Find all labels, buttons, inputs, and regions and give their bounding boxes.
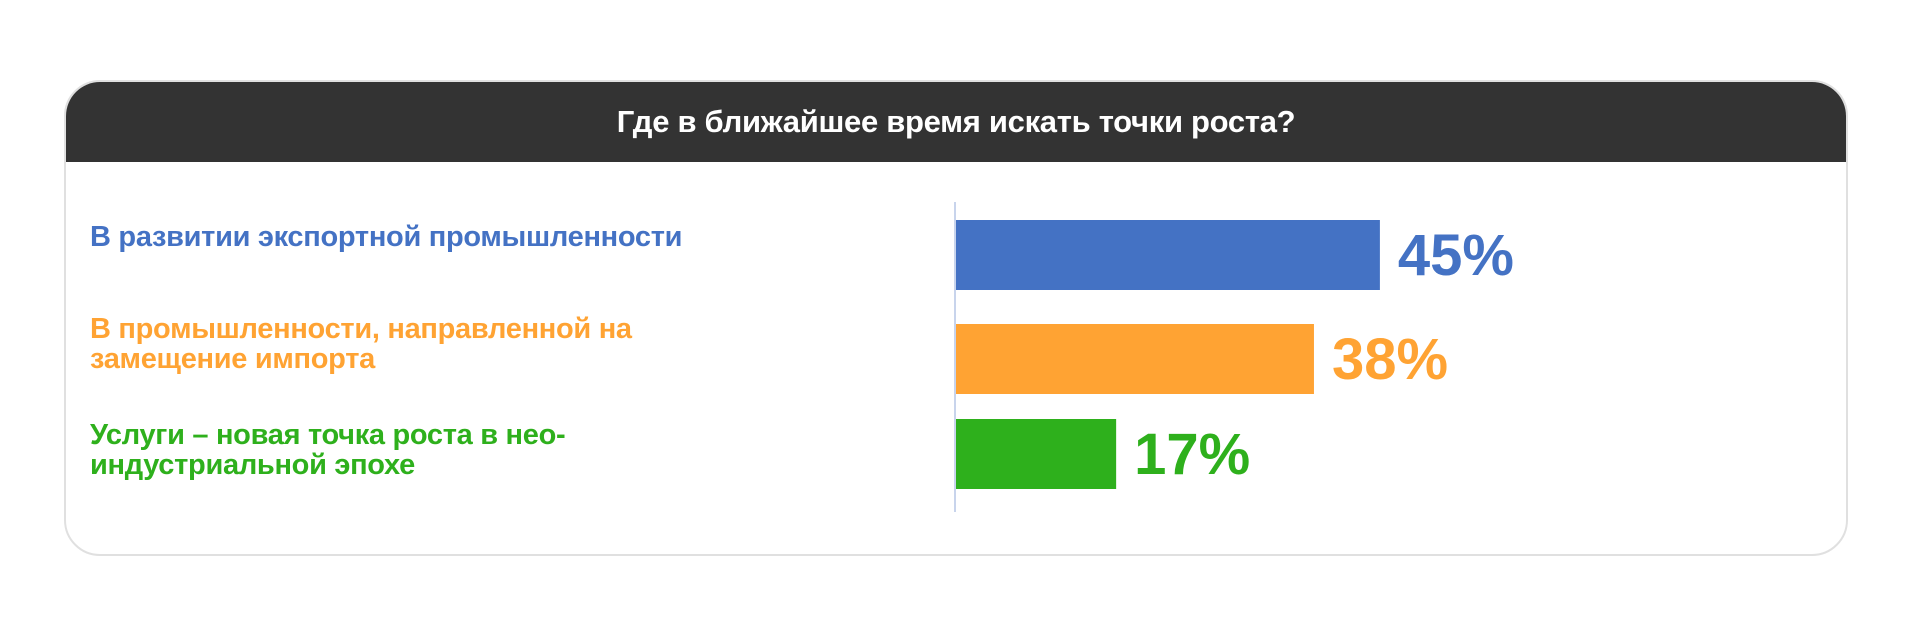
- bar-2: [956, 324, 1314, 394]
- category-label-services: Услуги – новая точка роста в нео-индустр…: [90, 419, 566, 481]
- bar-3: [956, 419, 1117, 489]
- category-label-export: В развитии экспортной промышленности: [90, 221, 683, 253]
- value-label-2: 38%: [1332, 327, 1448, 392]
- chart-title: Где в ближайшее время искать точки роста…: [616, 104, 1296, 139]
- value-label-1: 45%: [1398, 223, 1514, 288]
- category-label-import-substitution: В промышленности, направленной на замеще…: [90, 313, 632, 375]
- bar-1: [956, 220, 1380, 290]
- value-label-3: 17%: [1134, 422, 1250, 487]
- card-header: Где в ближайшее время искать точки роста…: [66, 82, 1846, 162]
